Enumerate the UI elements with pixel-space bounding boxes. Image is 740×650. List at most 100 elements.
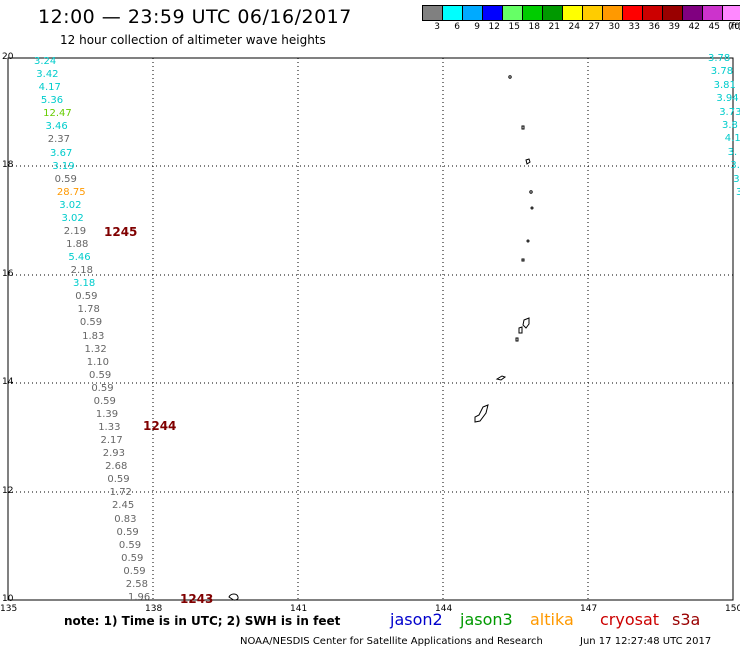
wave-height-value: 2.68 bbox=[105, 461, 128, 473]
wave-height-value: 3.67 bbox=[50, 147, 73, 159]
wave-height-value: 2.18 bbox=[70, 265, 93, 277]
island bbox=[474, 404, 489, 423]
wave-height-value: 1.33 bbox=[98, 422, 121, 434]
legend-label: 6 bbox=[454, 22, 460, 32]
wave-height-value: 2.93 bbox=[102, 448, 126, 460]
wave-height-value: 0.59 bbox=[116, 526, 139, 538]
wave-height-value: 3.78 bbox=[710, 66, 734, 78]
longitude-label: 150 bbox=[725, 604, 740, 614]
legend-swatch bbox=[623, 6, 643, 20]
chart-subtitle: 12 hour collection of altimeter wave hei… bbox=[60, 33, 326, 47]
legend-swatch bbox=[663, 6, 683, 20]
wave-height-value: 3.46 bbox=[45, 121, 68, 133]
wave-height-value: 1.88 bbox=[66, 239, 89, 251]
legend-swatch bbox=[603, 6, 623, 20]
legend-label: 21 bbox=[548, 22, 560, 32]
wave-height-value: 3.78 bbox=[708, 53, 731, 64]
wave-height-value: 2.37 bbox=[47, 134, 71, 146]
wave-height-value: 3.73 bbox=[719, 106, 740, 118]
map-frame bbox=[7, 57, 734, 601]
wave-height-value: 0.83 bbox=[114, 513, 137, 525]
wave-height-value: 3.19 bbox=[52, 160, 75, 172]
credit-line: NOAA/NESDIS Center for Satellite Applica… bbox=[240, 636, 543, 647]
wave-height-value: 4.1 bbox=[724, 133, 740, 145]
latitude-label: 14 bbox=[2, 377, 14, 387]
legend-swatch bbox=[583, 6, 603, 20]
wave-height-value: 0.59 bbox=[91, 382, 114, 394]
wave-height-value: 2.17 bbox=[100, 435, 123, 447]
wave-height-value: 3.02 bbox=[59, 199, 82, 211]
legend-label: 27 bbox=[588, 22, 600, 32]
satellite-altika: altika bbox=[530, 610, 574, 629]
pass-label: 1243 bbox=[180, 592, 214, 606]
wave-height-value: 0.59 bbox=[118, 539, 142, 551]
latitude-label: 16 bbox=[2, 269, 14, 279]
legend-label: 18 bbox=[528, 22, 540, 32]
wave-height-value: 5.36 bbox=[40, 95, 64, 107]
wave-height-value: 2.58 bbox=[125, 578, 148, 590]
graticule bbox=[7, 57, 734, 601]
wave-height-value: 1.72 bbox=[109, 487, 132, 499]
wave-height-value: 3.24 bbox=[34, 56, 57, 67]
wave-height-value: 0.59 bbox=[79, 317, 103, 329]
wave-height-value: 3.18 bbox=[72, 278, 96, 290]
longitude-label: 141 bbox=[290, 604, 308, 614]
legend-label: 36 bbox=[648, 22, 660, 32]
wave-height-value: 3.81 bbox=[713, 79, 736, 91]
legend-swatch bbox=[723, 6, 740, 20]
legend-swatch bbox=[423, 6, 443, 20]
wave-height-value: 1.10 bbox=[86, 356, 109, 368]
latitude-label: 12 bbox=[2, 486, 14, 496]
longitude-label: 138 bbox=[145, 604, 163, 614]
wave-height-value: 0.59 bbox=[89, 369, 112, 381]
legend-label: 15 bbox=[508, 22, 520, 32]
island bbox=[518, 326, 523, 334]
island bbox=[228, 593, 239, 601]
wave-height-value: 0.59 bbox=[93, 395, 116, 407]
wave-height-value: 1.78 bbox=[77, 304, 100, 316]
legend-label: 24 bbox=[568, 22, 580, 32]
island bbox=[508, 75, 512, 79]
wave-height-value: 0.59 bbox=[54, 173, 77, 185]
generated-timestamp: Jun 17 12:27:48 UTC 2017 bbox=[580, 636, 712, 647]
wave-height-value: 0.59 bbox=[75, 291, 98, 303]
wave-height-value: 4.17 bbox=[38, 82, 61, 94]
island bbox=[525, 158, 531, 165]
wave-height-value: 3. bbox=[727, 146, 738, 158]
satellite-jason2: jason2 bbox=[390, 610, 443, 629]
color-legend bbox=[422, 5, 740, 21]
wave-height-value: 5.46 bbox=[68, 252, 91, 264]
legend-label: 9 bbox=[474, 22, 480, 32]
wave-height-value: 0.59 bbox=[123, 565, 146, 577]
wave-height-value: 3 bbox=[736, 187, 740, 198]
legend-label: 42 bbox=[688, 22, 700, 32]
island bbox=[530, 206, 534, 210]
footer-note: note: 1) Time is in UTC; 2) SWH is in fe… bbox=[64, 614, 341, 628]
island bbox=[521, 125, 525, 130]
wave-height-value: 3.42 bbox=[36, 69, 59, 81]
latitude-label: 20 bbox=[2, 52, 14, 62]
wave-height-value: 0.59 bbox=[121, 552, 144, 564]
latitude-label: 18 bbox=[2, 160, 14, 170]
wave-height-value: 2.45 bbox=[111, 500, 135, 512]
wave-height-value: 1.96 bbox=[128, 592, 151, 603]
legend-swatch bbox=[643, 6, 663, 20]
legend-label: 45 bbox=[708, 22, 720, 32]
legend-swatch bbox=[483, 6, 503, 20]
island bbox=[522, 317, 530, 329]
legend-swatch bbox=[683, 6, 703, 20]
legend-swatch bbox=[503, 6, 523, 20]
latitude-label: 10 bbox=[2, 594, 14, 604]
wave-height-value: 0.59 bbox=[107, 474, 130, 486]
longitude-label: 135 bbox=[0, 604, 18, 614]
satellite-cryosat: cryosat bbox=[600, 610, 660, 629]
satellite-jason3: jason3 bbox=[460, 610, 513, 629]
wave-height-value: 3.8 bbox=[722, 120, 738, 131]
wave-height-value: 1.39 bbox=[95, 408, 119, 420]
legend-swatch bbox=[703, 6, 723, 20]
legend-labels: 3 6 9 12 15 18 21 24 27 30 33 36 39 42 45 70 bbox=[422, 22, 740, 32]
wave-height-value: 3. bbox=[730, 160, 740, 172]
legend-swatch bbox=[443, 6, 463, 20]
wave-height-value: 3.94 bbox=[716, 93, 739, 105]
